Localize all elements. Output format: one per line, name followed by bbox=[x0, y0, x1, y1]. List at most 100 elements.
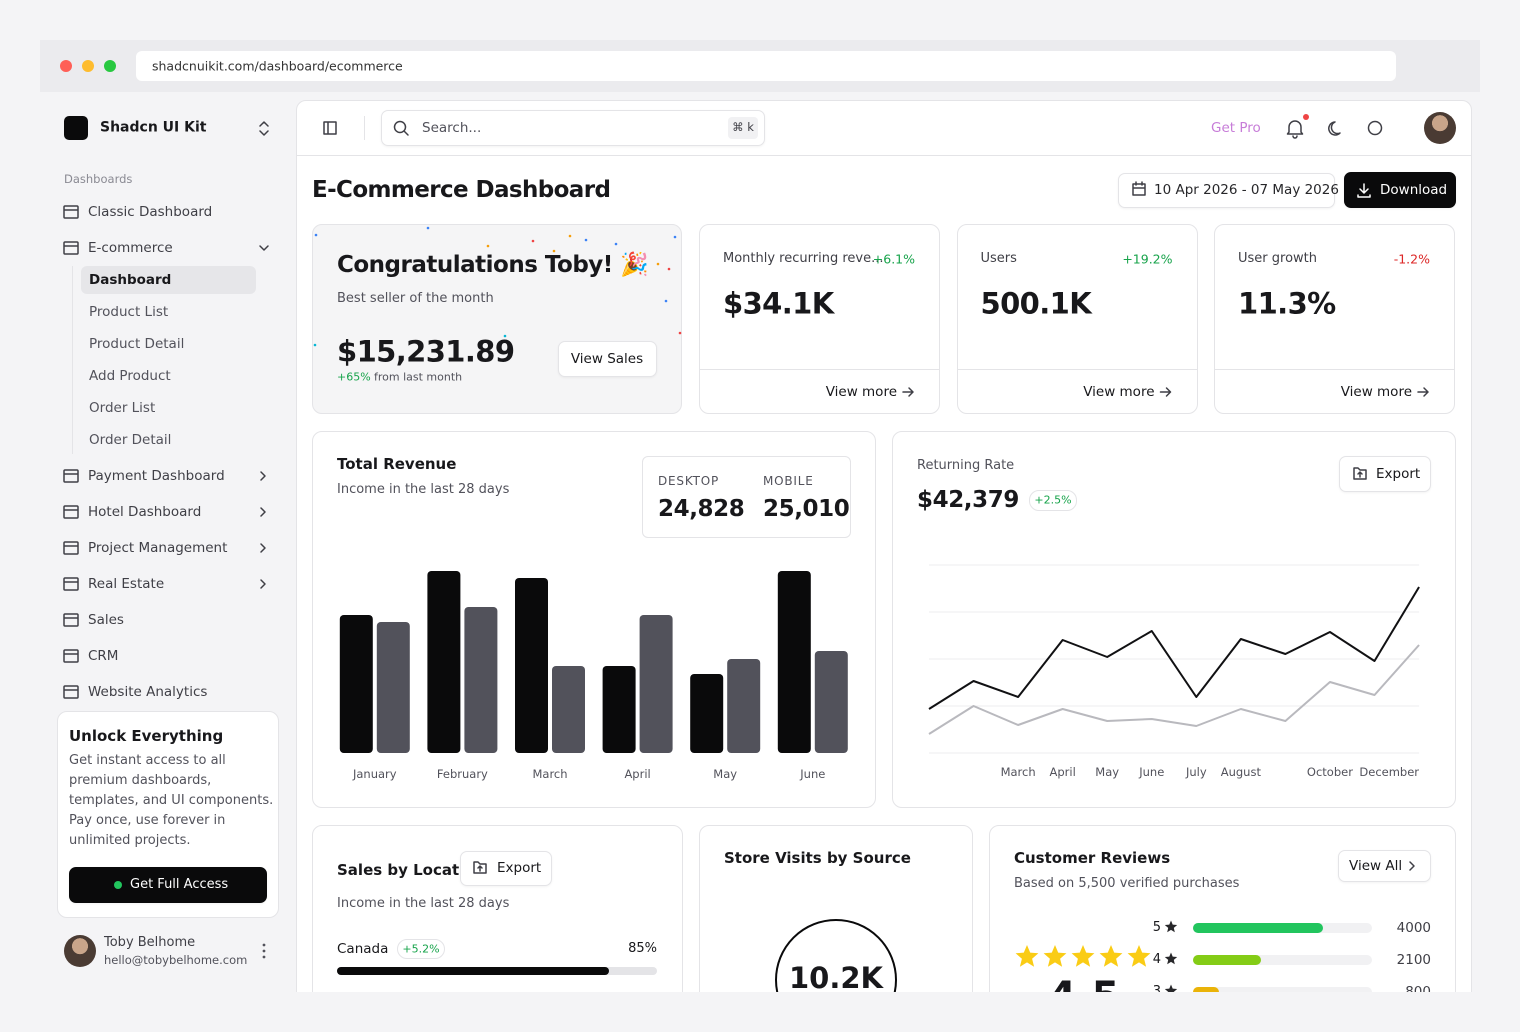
review-track bbox=[1193, 987, 1372, 992]
view-all-button[interactable] bbox=[1338, 850, 1431, 882]
total-label: DESKTOP bbox=[658, 473, 719, 488]
stat-card bbox=[1214, 224, 1455, 414]
nav-item: Hotel Dashboard bbox=[88, 503, 202, 520]
stat-divider bbox=[956, 369, 1198, 370]
brand-name: Shadcn UI Kit bbox=[100, 119, 207, 136]
url-bar bbox=[136, 51, 1396, 81]
page-title: E-Commerce Dashboard bbox=[312, 177, 611, 204]
revenue-subtitle: Income in the last 28 days bbox=[337, 482, 510, 498]
search-box[interactable] bbox=[381, 110, 765, 146]
shortcut-box bbox=[728, 117, 758, 139]
window-dot bbox=[82, 60, 94, 72]
profile-avatar[interactable] bbox=[1424, 112, 1456, 144]
congrats-amount: $15,231.89 bbox=[337, 334, 515, 369]
date-picker[interactable] bbox=[1118, 173, 1335, 208]
stat-value: 500.1K bbox=[980, 286, 1092, 321]
nav-subitem: Product List bbox=[89, 303, 169, 320]
progress-fill bbox=[337, 967, 609, 975]
stat-change: +6.1% bbox=[872, 251, 915, 267]
url-text: shadcnuikit.com/dashboard/ecommerce bbox=[152, 58, 403, 74]
promo-dot bbox=[114, 881, 122, 889]
view-all-label: View All bbox=[1349, 857, 1403, 874]
stat-label: User growth bbox=[1238, 251, 1317, 267]
location-badge bbox=[397, 939, 445, 959]
stat-change: -1.2% bbox=[1393, 251, 1430, 267]
nav-item: Payment Dashboard bbox=[88, 467, 225, 484]
nav-item: Sales bbox=[88, 611, 124, 628]
nav-icon bbox=[63, 205, 79, 219]
nav-active[interactable] bbox=[81, 266, 256, 294]
view-sales-button[interactable] bbox=[558, 341, 657, 377]
location-title: Sales by Location bbox=[337, 861, 486, 879]
total-value: 24,828 bbox=[658, 496, 745, 523]
stat-value: 11.3% bbox=[1238, 286, 1336, 321]
stat-divider bbox=[1214, 369, 1455, 370]
viewport: shadcnuikit.com/dashboard/ecommerce Shadc… bbox=[57, 51, 1472, 992]
promo-button-label: Get Full Access bbox=[130, 877, 229, 893]
review-track bbox=[1193, 955, 1372, 965]
user-menu-dot bbox=[262, 943, 266, 947]
view-sales-label: View Sales bbox=[570, 350, 644, 367]
congrats-card bbox=[312, 224, 682, 414]
promo-text: Get instant access to all premium dashbo… bbox=[69, 753, 274, 848]
total-value: 25,010 bbox=[763, 496, 850, 523]
nav-chevron bbox=[260, 507, 266, 517]
stat-label: Monthly recurring reve... bbox=[723, 251, 884, 267]
stat-link: View more bbox=[1083, 383, 1155, 400]
review-stars: 4 bbox=[1152, 952, 1161, 968]
nav-item: Project Management bbox=[88, 539, 228, 556]
location-percent: 85% bbox=[628, 941, 657, 957]
review-bar bbox=[1193, 955, 1262, 965]
nav-subitem: Dashboard bbox=[89, 271, 172, 288]
returning-badge bbox=[1029, 490, 1077, 511]
user-menu-dot bbox=[262, 955, 266, 959]
revenue-title: Total Revenue bbox=[337, 455, 457, 473]
nav-subitem: Order List bbox=[89, 399, 156, 416]
returning-title: Returning Rate bbox=[917, 458, 1015, 474]
brand-logo bbox=[64, 116, 88, 140]
nav-item: Real Estate bbox=[88, 575, 165, 592]
nav-chevron bbox=[259, 245, 269, 251]
congrats-subtitle: Best seller of the month bbox=[337, 291, 494, 307]
nav-item: Classic Dashboard bbox=[88, 203, 213, 220]
revenue-totals bbox=[642, 456, 851, 538]
nav-subitem: Order Detail bbox=[89, 431, 172, 448]
location-change: +5.2% bbox=[402, 942, 440, 956]
export-label: Export bbox=[1376, 465, 1421, 482]
review-count: 800 bbox=[1405, 983, 1431, 992]
reviews-subtitle: Based on 5,500 verified purchases bbox=[1014, 876, 1240, 892]
stat-divider bbox=[699, 369, 940, 370]
review-stars: 3 bbox=[1152, 984, 1161, 992]
review-count: 4000 bbox=[1396, 919, 1431, 936]
visits-title: Store Visits by Source bbox=[724, 849, 911, 867]
review-bar bbox=[1193, 987, 1220, 992]
location-subtitle: Income in the last 28 days bbox=[337, 896, 510, 912]
shortcut-label: ⌘ k bbox=[732, 120, 754, 135]
download-label: Download bbox=[1380, 181, 1448, 198]
stat-link: View more bbox=[1340, 383, 1412, 400]
user-avatar bbox=[64, 935, 96, 967]
toolbar-divider bbox=[364, 116, 365, 140]
nav-icon bbox=[63, 613, 79, 627]
location-name: Canada bbox=[337, 940, 389, 957]
review-count: 2100 bbox=[1396, 951, 1431, 968]
get-pro-link: Get Pro bbox=[1211, 119, 1261, 136]
congrats-change: +65% bbox=[337, 370, 371, 384]
nav-icon bbox=[63, 649, 79, 663]
user-menu-dot bbox=[262, 949, 266, 953]
nav-icon bbox=[63, 505, 79, 519]
stat-link: View more bbox=[825, 383, 897, 400]
nav-item: E-commerce bbox=[88, 239, 173, 256]
promo-button[interactable] bbox=[69, 867, 267, 903]
search-placeholder: Search... bbox=[422, 119, 482, 136]
nav-icon bbox=[63, 541, 79, 555]
nav-icon bbox=[63, 685, 79, 699]
congrats-title: Congratulations Toby! 🎉 bbox=[337, 252, 649, 279]
congrats-change-text: from last month bbox=[374, 370, 463, 384]
nav-icon bbox=[63, 241, 79, 255]
review-stars: 5 bbox=[1152, 920, 1161, 936]
brand-switch bbox=[259, 121, 269, 136]
section-label: Dashboards bbox=[64, 172, 133, 187]
total-label: MOBILE bbox=[763, 473, 814, 488]
returning-value: $42,379 bbox=[917, 487, 1019, 514]
